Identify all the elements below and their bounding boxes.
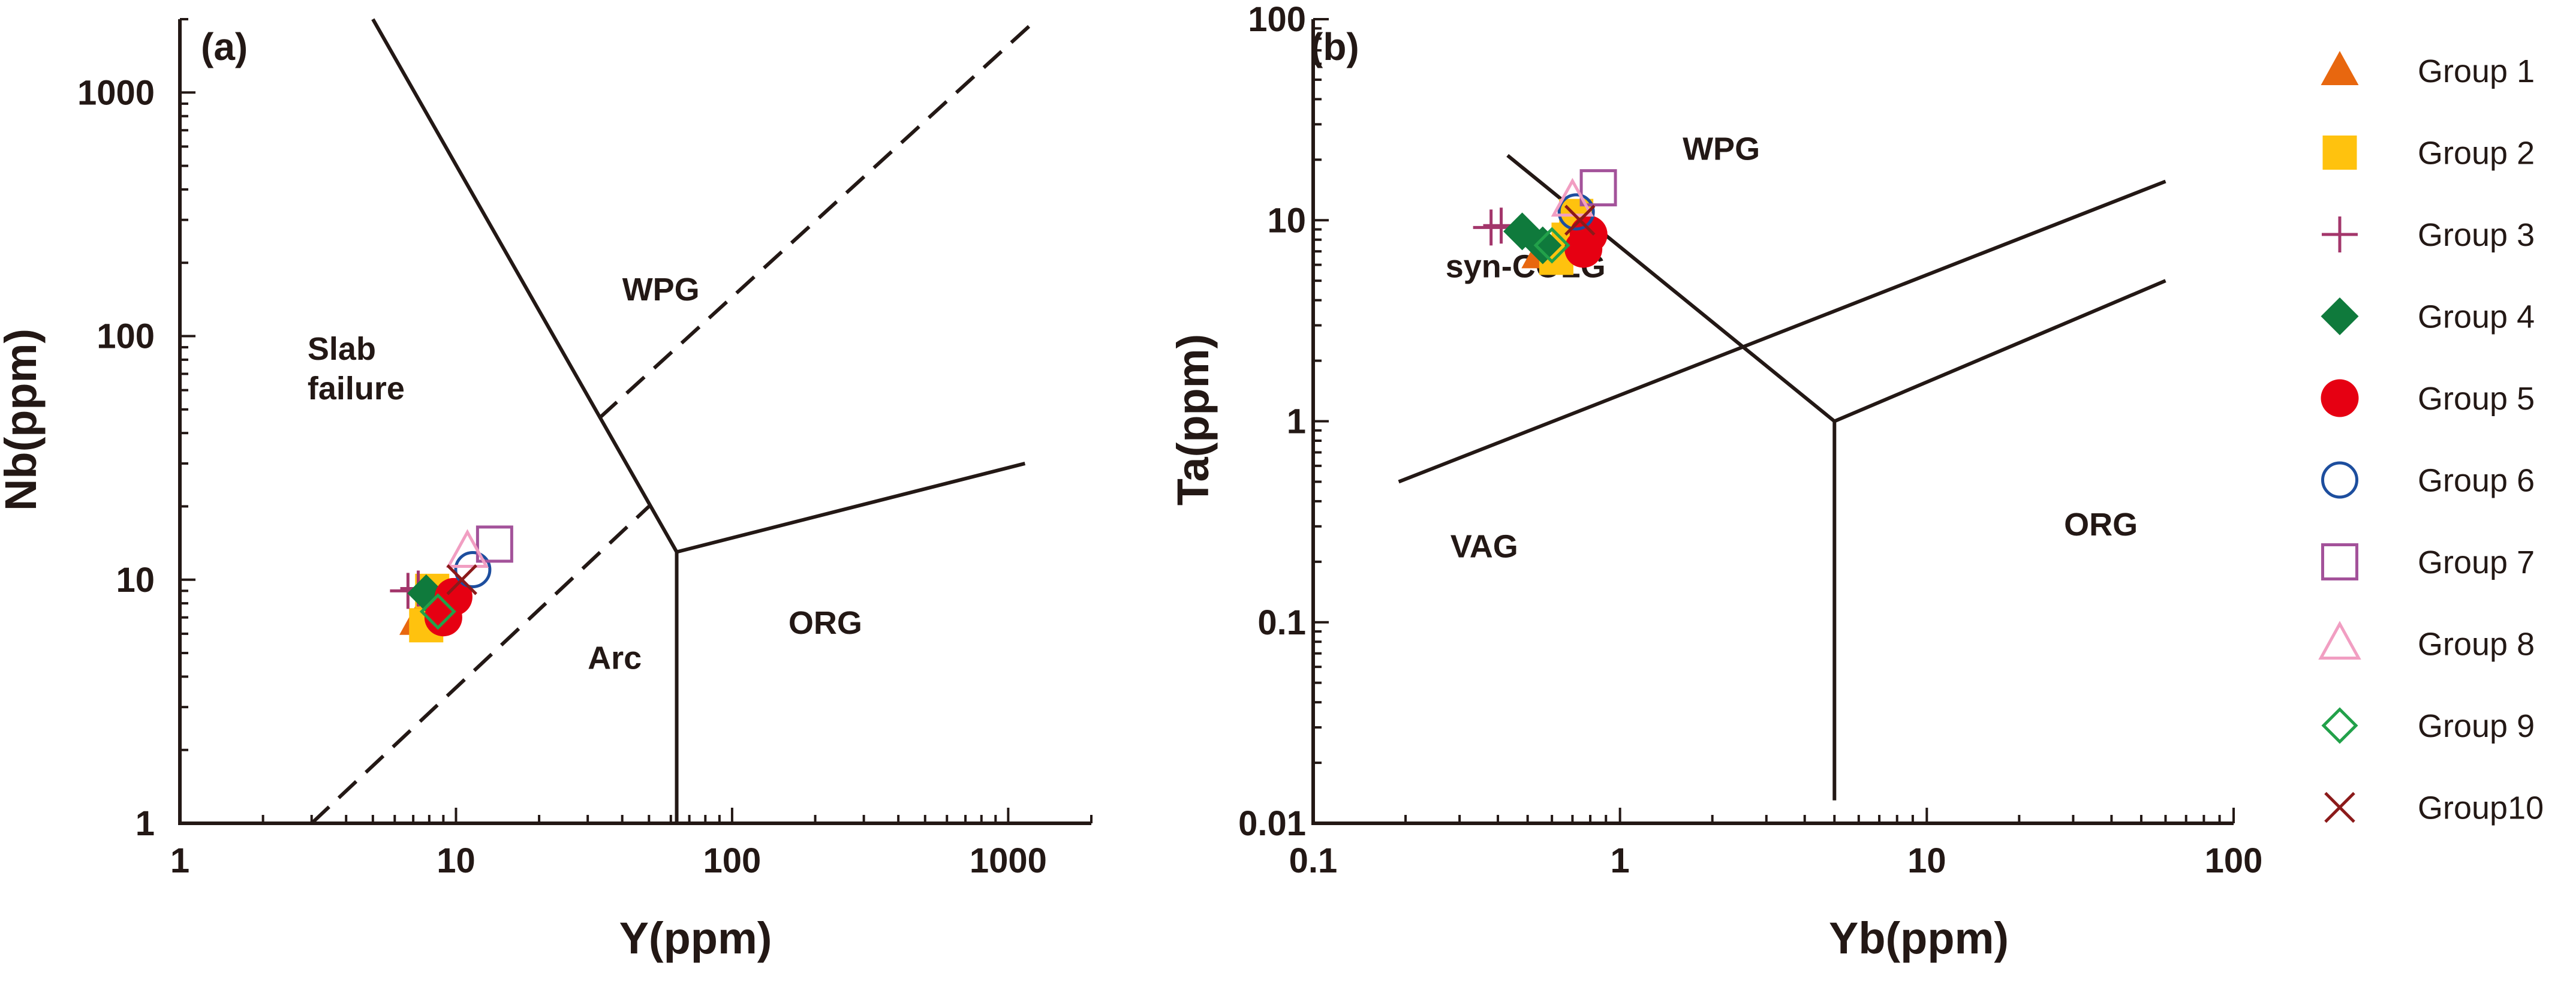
- legend-label: Group10: [2418, 790, 2544, 826]
- legend-label: Group 8: [2418, 627, 2535, 663]
- legend-item-group-4: Group 4: [2321, 297, 2535, 335]
- data-point-group-7: [476, 525, 513, 563]
- data-point-group-6: [1557, 193, 1595, 231]
- data-point-group-7: [1579, 169, 1617, 207]
- legend-marker-icon: [2322, 216, 2358, 252]
- data-point-group-4: [1524, 226, 1562, 264]
- data-point-group-3: [1473, 209, 1509, 246]
- y-tick-label: 1000: [77, 73, 155, 112]
- legend-item-group-3: Group 3: [2322, 216, 2535, 253]
- y-tick-label: 100: [97, 317, 155, 356]
- y-tick-label: 0.01: [1238, 804, 1306, 843]
- legend-marker-icon: [2321, 543, 2358, 580]
- legend-item-group-5: Group 5: [2321, 379, 2535, 417]
- legend-label: Group 2: [2418, 136, 2535, 171]
- legend-label: Group 9: [2418, 708, 2535, 744]
- x-tick-label: 10: [1907, 841, 1946, 880]
- legend-marker-icon: [2321, 379, 2359, 417]
- legend-marker-icon: [2321, 297, 2359, 335]
- legend-label: Group 5: [2418, 381, 2535, 417]
- y-tick-label: 0.1: [1257, 603, 1306, 642]
- legend-label: Group 4: [2418, 299, 2535, 335]
- legend-marker-icon: [2321, 707, 2358, 744]
- legend-item-group-7: Group 7: [2321, 543, 2535, 580]
- data-points: [390, 525, 513, 643]
- data-points: [1473, 169, 1617, 275]
- legend-item-group-2: Group 2: [2322, 136, 2535, 171]
- panel-tag: (b): [1310, 25, 1359, 68]
- x-axis-title: Yb(ppm): [1829, 913, 2009, 963]
- legend-label: Group 1: [2418, 53, 2535, 89]
- legend-item-group10: Group10: [2324, 790, 2544, 826]
- field-boundary: [1834, 279, 2166, 423]
- field-label: ORG: [789, 605, 862, 641]
- field-label: Slab: [308, 331, 376, 367]
- field-boundary: [598, 17, 1039, 420]
- x-tick-label: 100: [703, 841, 762, 880]
- field-boundary: [676, 462, 1026, 554]
- data-point-group-8: [1551, 177, 1594, 217]
- x-tick-label: 1000: [970, 841, 1047, 880]
- y-tick-label: 10: [116, 561, 155, 600]
- axes-frame: [178, 19, 1091, 825]
- legend-item-group-9: Group 9: [2321, 707, 2535, 744]
- legend-label: Group 6: [2418, 463, 2535, 499]
- data-point-group-9: [419, 593, 456, 630]
- field-label: ORG: [2064, 507, 2138, 543]
- field-boundary: [310, 505, 651, 825]
- y-tick-label: 1: [136, 804, 155, 843]
- field-label: Arc: [588, 640, 642, 676]
- x-tick-label: 10: [437, 841, 476, 880]
- field-label: WPG: [1683, 131, 1760, 167]
- legend-marker-icon: [2324, 792, 2355, 823]
- panel-b: 0.1 1 10 1000.010.1110100Yb(ppm)Ta(ppm)(b)W…: [1168, 0, 2262, 963]
- y-tick-label: 10: [1267, 201, 1306, 240]
- field-boundary: [1398, 179, 2166, 484]
- x-tick-label: 100: [2205, 841, 2263, 880]
- y-tick-label: 100: [1248, 0, 1306, 39]
- legend-marker-icon: [2321, 461, 2358, 499]
- data-point-group-5: [434, 577, 473, 616]
- legend-label: Group 3: [2418, 217, 2535, 253]
- x-tick-label: 1: [170, 841, 189, 880]
- legend-item-group-8: Group 8: [2318, 621, 2535, 663]
- data-point-group-10: [446, 564, 477, 595]
- field-label: VAG: [1450, 529, 1518, 565]
- x-axis-title: Y(ppm): [619, 913, 772, 963]
- field-label: failure: [308, 371, 405, 407]
- axes-frame: [1311, 19, 2234, 825]
- data-point-group-6: [454, 550, 492, 588]
- legend-item-group-1: Group 1: [2321, 51, 2535, 89]
- field-label: WPG: [622, 272, 700, 308]
- panel-a: 1 10 100 1000 1 10 100 1000 Y(ppm) Nb(ppm) (a) WPG S…: [0, 17, 1093, 963]
- data-point-group-5: [1569, 215, 1608, 254]
- legend-marker-icon: [2321, 51, 2359, 85]
- x-tick-label: 1: [1611, 841, 1630, 880]
- field-boundary: [371, 18, 679, 823]
- legend-marker-icon: [2322, 136, 2357, 170]
- legend-marker-icon: [2318, 621, 2361, 660]
- legend-item-group-6: Group 6: [2321, 461, 2535, 499]
- y-axis-title: Ta(ppm): [1168, 334, 1218, 505]
- data-point-group-8: [446, 529, 489, 568]
- data-point-group-10: [1564, 204, 1596, 236]
- x-tick-label: 0.1: [1289, 841, 1338, 880]
- legend-label: Group 7: [2418, 544, 2535, 580]
- legend: Group 1 Group 2 Group 3 Group 4 Group 5 Group…: [2318, 51, 2544, 826]
- data-point-group-9: [1533, 227, 1570, 264]
- y-tick-label: 1: [1287, 402, 1306, 441]
- y-axis-title: Nb(ppm): [0, 329, 46, 511]
- panel-tag: (a): [201, 25, 248, 68]
